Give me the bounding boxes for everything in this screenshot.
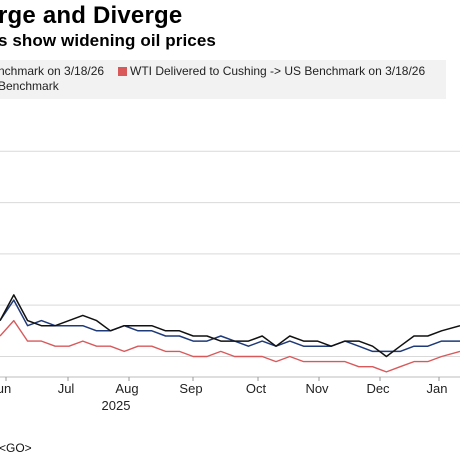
x-year-label: 2025 <box>102 398 131 413</box>
series-line-1 <box>0 299 460 353</box>
chart-svg: un Jul Aug Sep Oct Nov Dec Jan 2025 <box>0 150 460 413</box>
series-line-2 <box>0 319 460 373</box>
x-tick-label: Nov <box>305 381 329 396</box>
legend-item-black: nchmark on 3/18/26 <box>0 64 104 78</box>
legend-label-black: nchmark on 3/18/26 <box>0 64 105 78</box>
legend-swatch-red <box>118 66 127 76</box>
x-tick-label: Dec <box>366 381 390 396</box>
line-chart: un Jul Aug Sep Oct Nov Dec Jan 2025 <box>0 100 460 420</box>
x-tick-label: Jan <box>427 381 448 396</box>
x-tick-label: Jul <box>58 381 75 396</box>
chart-subtitle: s show widening oil prices <box>0 31 216 50</box>
legend-item-blue: Benchmark <box>0 79 59 93</box>
legend-label-red: WTI Delivered to Cushing -> US Benchmark… <box>130 64 426 78</box>
series-line-0 <box>0 294 460 358</box>
footer-go-link[interactable]: <GO> <box>0 441 32 455</box>
legend-label-blue: Benchmark <box>0 79 59 93</box>
x-tick-label: un <box>0 381 11 396</box>
chart-title: rge and Diverge <box>0 2 183 29</box>
x-tick-label: Oct <box>246 381 267 396</box>
legend-item-red: WTI Delivered to Cushing -> US Benchmark… <box>118 64 425 78</box>
x-tick-label: Aug <box>115 381 138 396</box>
chart-legend: nchmark on 3/18/26 WTI Delivered to Cush… <box>0 60 446 99</box>
x-tick-label: Sep <box>179 381 202 396</box>
